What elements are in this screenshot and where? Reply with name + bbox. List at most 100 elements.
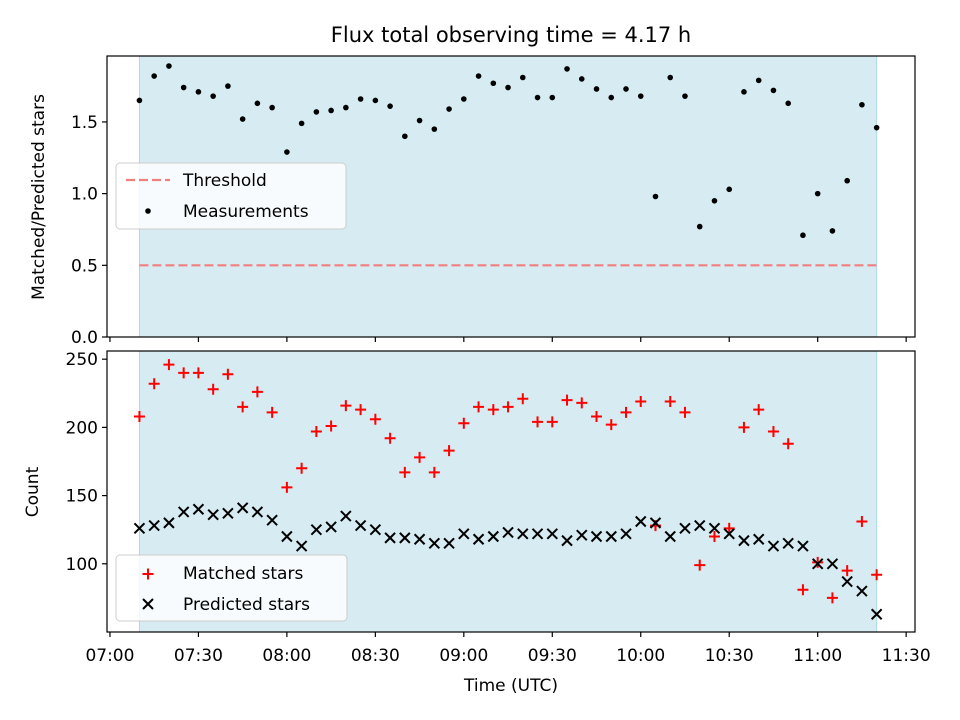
x-tick-label: 07:30 <box>174 646 223 666</box>
measurement-point <box>490 80 497 87</box>
predicted-point <box>487 530 500 543</box>
predicted-point <box>561 534 573 547</box>
ratio-y-tick-label: 0.5 <box>71 256 98 276</box>
count-y-tick-label: 250 <box>66 350 98 370</box>
matched-point <box>635 395 647 407</box>
x-tick-label: 08:30 <box>351 646 400 666</box>
measurement-point <box>859 101 865 108</box>
measurement-point <box>475 73 482 79</box>
predicted-point <box>664 530 676 543</box>
matched-point <box>591 410 603 422</box>
predicted-point <box>192 503 205 515</box>
legend-measurements-label: Measurements <box>183 202 309 222</box>
matched-point <box>826 592 838 604</box>
matched-point <box>620 406 632 418</box>
matched-point <box>841 565 853 577</box>
legend-predicted-label: Predicted stars <box>183 595 310 615</box>
matched-point <box>473 401 485 413</box>
x-tick-label: 08:00 <box>262 646 311 666</box>
ratio-y-tick-label: 1.5 <box>71 113 98 133</box>
predicted-point <box>384 532 396 544</box>
predicted-point <box>531 528 544 540</box>
matched-point <box>251 386 263 398</box>
predicted-point <box>340 510 352 522</box>
predicted-point <box>222 507 234 520</box>
predicted-point <box>708 522 721 535</box>
ratio-panel: Flux total observing time = 4.17 h Match… <box>29 23 916 348</box>
count-panel: Count Time (UTC) 100 150 200 250 07:00 07:30 0… <box>23 350 931 696</box>
matched-point <box>856 516 868 528</box>
ratio-axes-frame <box>106 55 916 338</box>
legend-predicted-swatch <box>142 598 154 610</box>
matched-point <box>502 401 514 413</box>
measurement-point <box>564 66 570 72</box>
measurement-point <box>357 96 364 102</box>
ratio-plot-area: 0.0 0.5 1.0 1.5 Threshold Measurements <box>71 55 916 348</box>
chart-title: Flux total observing time = 4.17 h <box>331 23 691 47</box>
count-axes-frame <box>106 350 916 633</box>
matched-point <box>133 410 145 422</box>
predicted-point <box>502 526 514 539</box>
measurement-point <box>328 107 334 114</box>
predicted-point <box>870 608 883 620</box>
measurement-point <box>829 228 836 234</box>
matched-point <box>310 425 322 437</box>
measurement-point <box>785 100 791 107</box>
measurement-point <box>667 74 674 81</box>
matched-point <box>399 466 411 478</box>
matched-point <box>546 416 558 428</box>
measurement-point <box>682 93 688 99</box>
measurement-point <box>284 149 290 155</box>
matched-point <box>576 397 588 409</box>
ratio-y-tick-label: 1.0 <box>71 185 98 205</box>
matched-point <box>428 466 440 478</box>
x-tick-label: 10:00 <box>616 646 665 666</box>
count-legend: Matched stars Predicted stars <box>115 554 348 622</box>
matched-point <box>723 522 735 534</box>
legend-box <box>115 162 347 230</box>
x-tick-label: 09:30 <box>528 646 577 666</box>
measurement-point <box>431 126 438 132</box>
predicted-point <box>133 522 146 535</box>
matched-point <box>605 419 617 431</box>
measurement-point <box>696 223 703 230</box>
matched-point <box>384 432 396 444</box>
legend-box <box>115 554 348 622</box>
measurement-point <box>387 103 393 109</box>
predicted-point <box>826 558 839 570</box>
predicted-point <box>266 514 278 526</box>
measurement-point <box>534 94 541 101</box>
predicted-point <box>620 528 632 540</box>
x-tick-label: 11:00 <box>793 646 842 666</box>
predicted-point <box>148 519 160 532</box>
measurement-point <box>166 63 172 69</box>
predicted-point <box>325 521 337 533</box>
matched-point <box>192 367 204 379</box>
measurement-point <box>814 190 821 197</box>
x-tick-label: 11:30 <box>882 646 931 666</box>
predicted-point <box>782 537 794 550</box>
measurement-point <box>343 104 349 111</box>
legend-measurements-swatch <box>145 208 151 214</box>
matched-point <box>458 417 470 429</box>
measurement-point <box>225 83 231 89</box>
measurement-point <box>800 232 806 239</box>
predicted-point <box>797 540 809 552</box>
matched-point <box>561 394 573 406</box>
matched-point <box>369 413 381 425</box>
matched-point <box>753 404 765 416</box>
measurement-point <box>151 73 157 79</box>
measurement-point <box>416 117 423 124</box>
matched-point <box>163 359 175 371</box>
count-y-tick-label: 150 <box>66 487 98 507</box>
measurement-point <box>873 124 880 131</box>
predicted-point <box>207 508 219 521</box>
predicted-point <box>767 540 780 552</box>
x-axis-label: Time (UTC) <box>463 676 558 696</box>
count-y-tick-label: 200 <box>66 418 98 438</box>
predicted-point <box>177 506 190 518</box>
predicted-point <box>546 528 558 540</box>
measurement-point <box>549 94 556 101</box>
measurement-point <box>637 93 644 99</box>
matched-point <box>738 421 750 433</box>
